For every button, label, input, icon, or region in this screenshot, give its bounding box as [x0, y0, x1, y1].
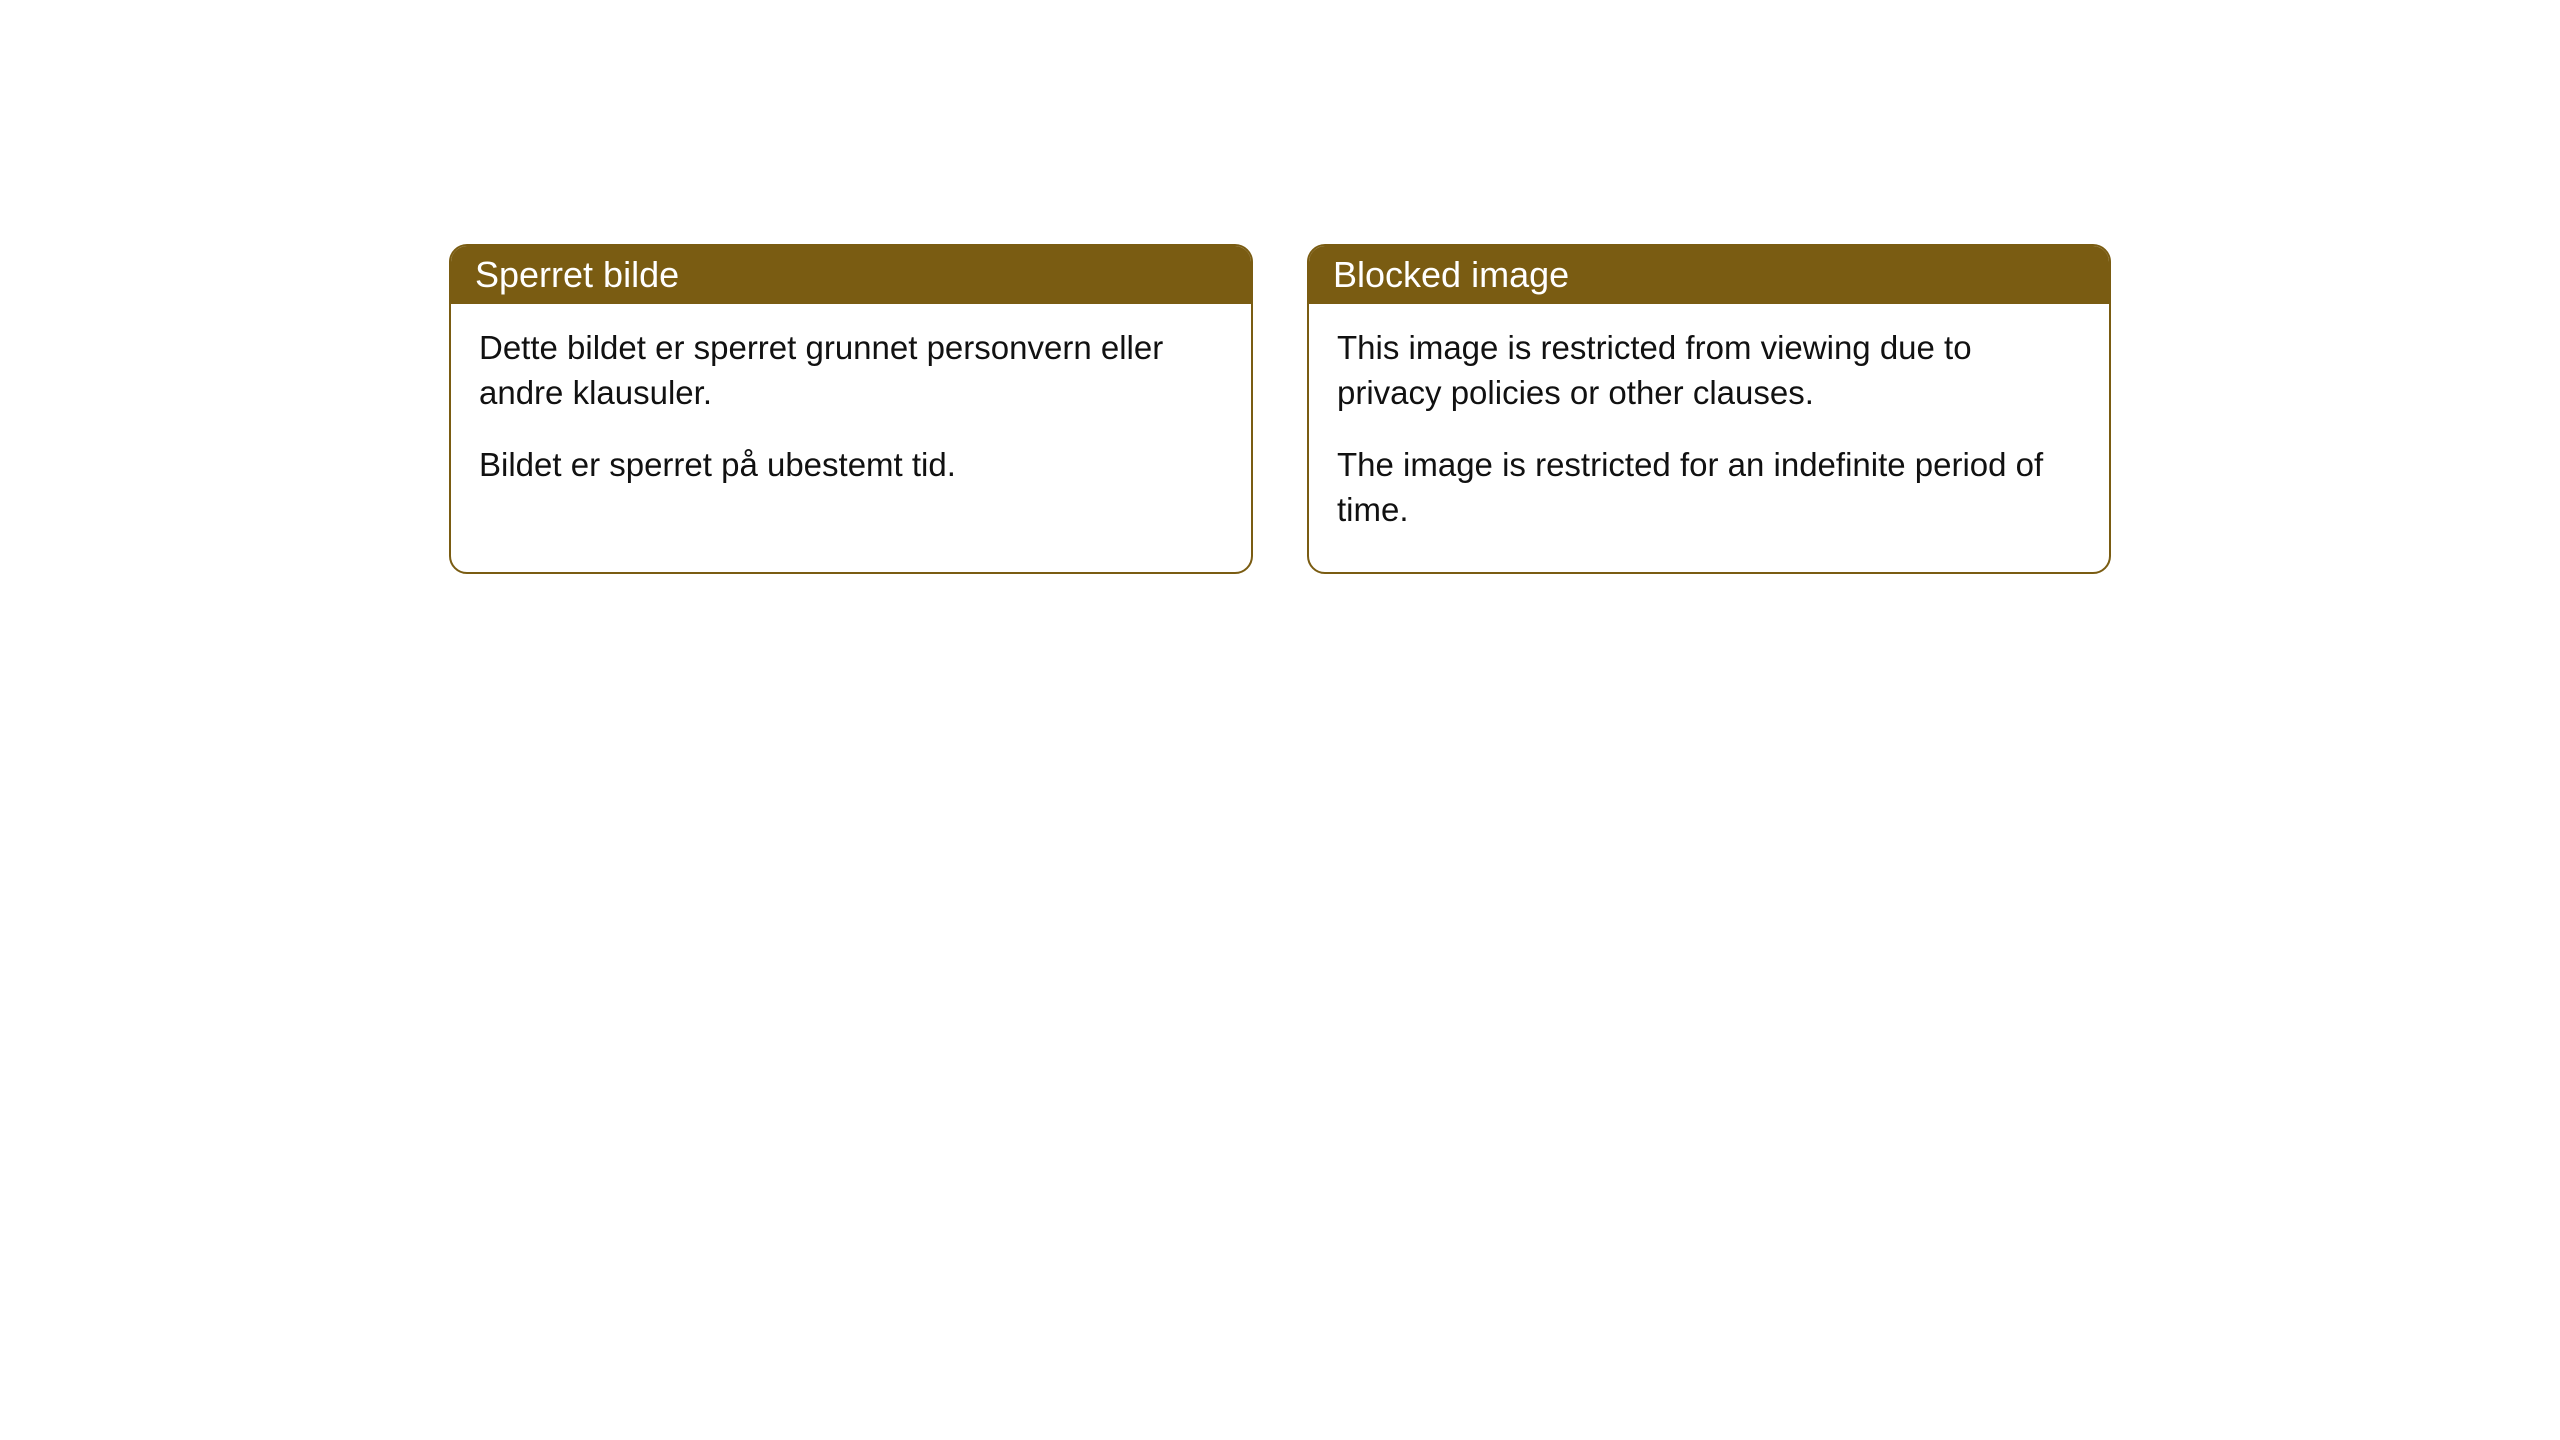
card-title: Sperret bilde [451, 246, 1251, 304]
blocked-image-card-no: Sperret bilde Dette bildet er sperret gr… [449, 244, 1253, 574]
card-paragraph: The image is restricted for an indefinit… [1337, 443, 2081, 532]
card-paragraph: Dette bildet er sperret grunnet personve… [479, 326, 1223, 415]
notice-cards-container: Sperret bilde Dette bildet er sperret gr… [449, 244, 2111, 574]
card-title: Blocked image [1309, 246, 2109, 304]
card-body: Dette bildet er sperret grunnet personve… [451, 304, 1251, 528]
card-paragraph: This image is restricted from viewing du… [1337, 326, 2081, 415]
card-body: This image is restricted from viewing du… [1309, 304, 2109, 572]
blocked-image-card-en: Blocked image This image is restricted f… [1307, 244, 2111, 574]
card-paragraph: Bildet er sperret på ubestemt tid. [479, 443, 1223, 488]
